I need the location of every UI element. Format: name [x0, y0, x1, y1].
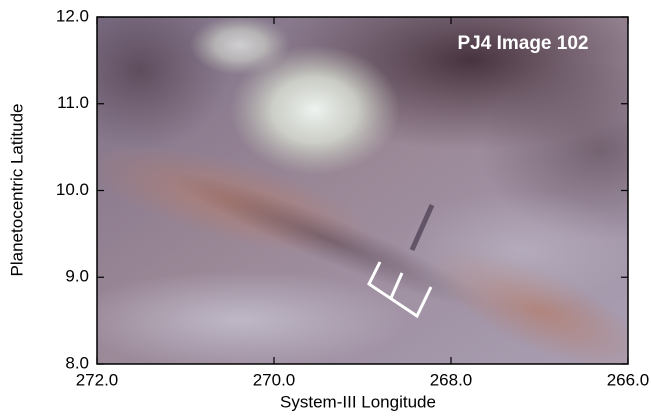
y-tick-label: 11.0 [57, 93, 89, 112]
y-tick-label: 8.0 [65, 353, 89, 372]
y-tick-label: 9.0 [65, 267, 89, 286]
x-tick-label: 270.0 [253, 370, 296, 389]
y-axis-label: Planetocentric Latitude [7, 104, 26, 277]
y-tick-label: 10.0 [56, 180, 89, 199]
x-tick-label: 268.0 [430, 370, 473, 389]
annotation: PJ4 Image 102 [458, 33, 589, 54]
chart: PJ4 Image 102 System-III Longitude Plane… [0, 0, 651, 416]
jupiter-image [50, 0, 651, 397]
x-axis-label: System-III Longitude [280, 392, 436, 411]
y-tick-label: 12.0 [56, 6, 89, 25]
x-tick-label: 272.0 [76, 370, 119, 389]
x-tick-label: 266.0 [607, 370, 650, 389]
